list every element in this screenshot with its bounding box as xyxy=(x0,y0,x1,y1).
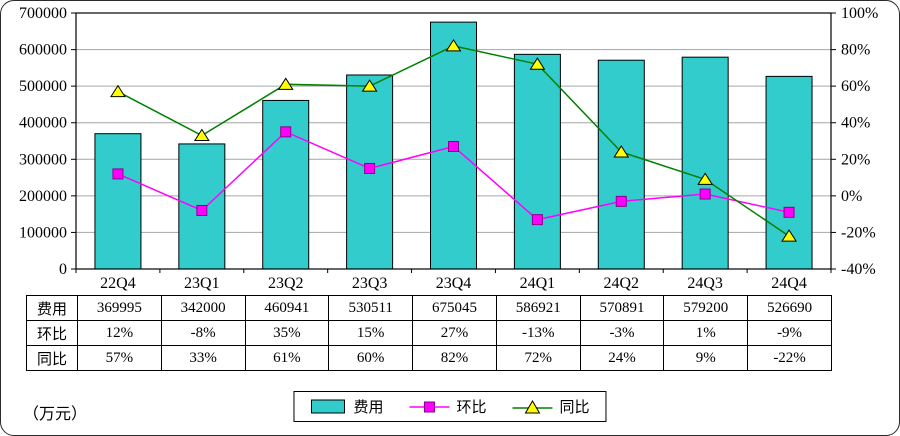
table-cell: 369995 xyxy=(77,295,162,321)
data-table: 费用 369995 342000 460941 530511 675045 586921 57… xyxy=(26,295,832,371)
plot-border xyxy=(75,12,832,270)
triangle-marker xyxy=(781,229,797,242)
left-axis-label: 400000 xyxy=(19,115,67,132)
bar-22Q4 xyxy=(94,133,142,270)
table-row: 费用 369995 342000 460941 530511 675045 586921 57… xyxy=(26,295,832,321)
left-axis-label: 600000 xyxy=(19,42,67,59)
table-cell: -8% xyxy=(160,320,246,346)
triangle-marker xyxy=(529,57,546,70)
left-axis-label: 300000 xyxy=(19,151,67,168)
right-axis-label: 80% xyxy=(841,42,870,59)
square-marker xyxy=(783,206,795,218)
square-marker xyxy=(615,195,627,207)
unit-label: （万元） xyxy=(23,406,88,423)
category-label: 23Q3 xyxy=(352,275,388,292)
category-label: 23Q1 xyxy=(184,275,220,292)
left-axis-label: 200000 xyxy=(19,188,67,205)
table-cell: 460941 xyxy=(244,295,330,321)
legend-item-qoq: 环比 xyxy=(409,396,487,417)
triangle-marker xyxy=(277,77,294,90)
table-cell: -3% xyxy=(579,320,665,346)
category-label: 24Q4 xyxy=(771,275,807,292)
right-axis-label: 100% xyxy=(841,5,878,22)
table-cell: 586921 xyxy=(495,295,581,321)
table-cell: 61% xyxy=(244,345,330,371)
left-axis-label: 700000 xyxy=(19,5,67,22)
right-axis-label: 20% xyxy=(841,151,870,168)
legend-label-qoq: 环比 xyxy=(456,400,487,416)
square-marker xyxy=(280,126,292,138)
table-cell: 9% xyxy=(663,345,749,371)
triangle-marker xyxy=(361,79,378,92)
right-axis-label: 0% xyxy=(841,188,862,205)
category-label: 23Q4 xyxy=(436,275,472,292)
right-axis-label: -40% xyxy=(841,261,876,278)
table-row: 环比 12% -8% 35% 15% 27% -13% -3% 1% -9% xyxy=(26,320,832,346)
square-marker xyxy=(112,168,124,180)
category-label: 24Q2 xyxy=(603,275,639,292)
square-marker xyxy=(531,214,543,226)
square-marker xyxy=(448,140,459,152)
legend-label-fee: 费用 xyxy=(353,400,384,416)
legend: 费用 环比 同比 xyxy=(293,391,607,422)
left-axis-label: 0 xyxy=(59,261,67,278)
triangle-marker xyxy=(697,172,714,185)
square-marker xyxy=(196,204,208,216)
table-cell: 35% xyxy=(244,320,330,346)
combo-chart: 0 100000 200000 300000 400000 500000 600000 700… xyxy=(19,5,878,292)
table-cell: -9% xyxy=(747,320,832,346)
table-cell: -22% xyxy=(747,345,832,371)
legend-label-yoy: 同比 xyxy=(559,400,590,416)
left-axis-label: 500000 xyxy=(19,78,67,95)
bar-swatch-icon xyxy=(310,399,345,413)
table-row-header: 费用 xyxy=(26,295,78,321)
bar-24Q1 xyxy=(513,53,561,270)
triangle-marker xyxy=(613,145,630,158)
table-cell: 57% xyxy=(77,345,162,371)
triangle-marker xyxy=(445,38,462,52)
table-row-header: 环比 xyxy=(26,320,78,346)
table-cell: 526690 xyxy=(747,295,832,321)
legend-item-yoy: 同比 xyxy=(512,396,590,417)
triangle-marker xyxy=(110,84,126,98)
triangle-marker xyxy=(193,128,210,142)
table-cell: 530511 xyxy=(328,295,414,321)
table-cell: 15% xyxy=(328,320,414,346)
left-axis-label: 100000 xyxy=(19,224,67,241)
table-cell: 675045 xyxy=(412,295,497,321)
category-label: 24Q1 xyxy=(520,275,556,292)
bar-23Q2 xyxy=(262,99,310,270)
category-label: 22Q4 xyxy=(100,275,136,292)
table-cell: 1% xyxy=(663,320,749,346)
square-marker xyxy=(699,188,711,200)
table-cell: 27% xyxy=(412,320,497,346)
table-cell: 82% xyxy=(412,345,497,371)
table-cell: -13% xyxy=(495,320,581,346)
table-row-header: 同比 xyxy=(26,345,78,371)
triangle-marker-swatch-icon xyxy=(512,399,553,413)
table-cell: 579200 xyxy=(663,295,749,321)
square-marker xyxy=(364,162,376,174)
table-cell: 72% xyxy=(495,345,581,371)
table-cell: 570891 xyxy=(579,295,665,321)
category-label: 24Q3 xyxy=(687,275,723,292)
right-axis-label: 60% xyxy=(841,78,870,95)
table-cell: 12% xyxy=(77,320,162,346)
table-cell: 24% xyxy=(579,345,665,371)
table-cell: 33% xyxy=(160,345,246,371)
bar-24Q3 xyxy=(681,56,729,270)
right-axis-label: 40% xyxy=(841,115,870,132)
table-cell: 342000 xyxy=(160,295,246,321)
legend-item-fee: 费用 xyxy=(310,396,383,417)
bar-24Q2 xyxy=(597,59,645,270)
table-row: 同比 57% 33% 61% 60% 82% 72% 24% 9% -22% xyxy=(26,345,832,371)
category-label: 23Q2 xyxy=(268,275,304,292)
right-axis-label: -20% xyxy=(841,224,876,241)
table-cell: 60% xyxy=(328,345,414,371)
square-marker-swatch-icon xyxy=(409,401,450,412)
